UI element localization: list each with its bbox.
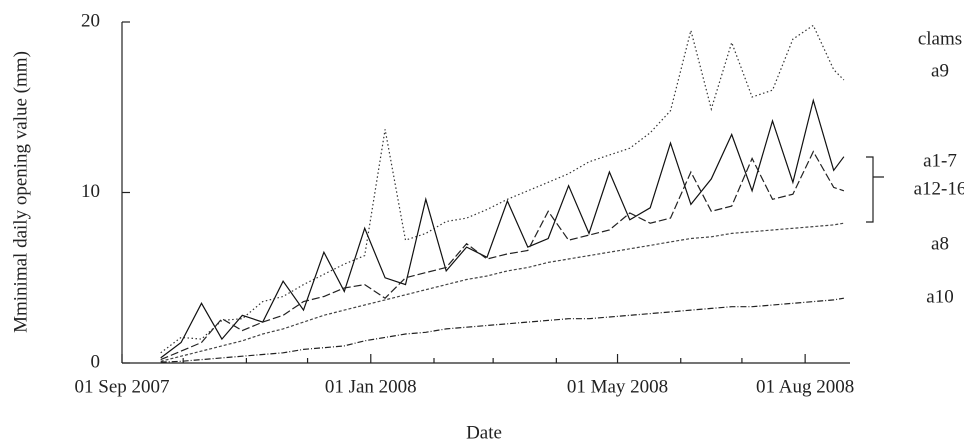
series-label: a1-7 (923, 150, 957, 171)
series-line (160, 24, 845, 354)
x-tick-label: 01 May 2008 (567, 376, 668, 397)
series-line (160, 297, 844, 363)
series-line (160, 98, 845, 359)
series-line (160, 150, 845, 361)
x-axis-label: Date (466, 422, 502, 443)
series-line (160, 222, 844, 362)
bracket (866, 156, 884, 223)
legend-title: clams (918, 28, 962, 49)
x-tick-label: 01 Jan 2008 (325, 376, 417, 397)
series-label: a12-16 (914, 178, 964, 199)
y-axis-label: Mminimal daily opening value (mm) (10, 51, 31, 333)
series-label: a9 (931, 60, 949, 81)
y-tick-label: 10 (81, 181, 100, 202)
series-label: a8 (931, 233, 949, 254)
y-tick-label: 0 (91, 351, 101, 372)
series-label: a10 (926, 286, 953, 307)
x-tick-label: 01 Sep 2007 (75, 376, 170, 397)
y-tick-label: 20 (81, 10, 100, 31)
x-tick-label: 01 Aug 2008 (756, 376, 854, 397)
